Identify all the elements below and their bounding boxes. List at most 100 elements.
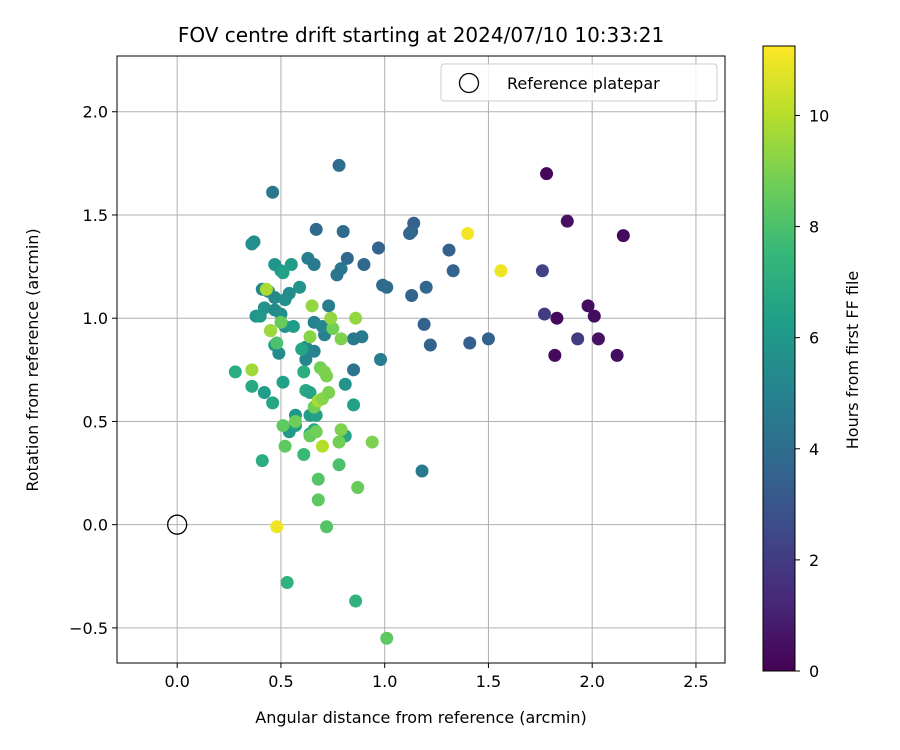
data-point [357, 258, 371, 272]
legend-box [440, 63, 718, 102]
data-point [315, 319, 329, 333]
data-points [228, 158, 630, 645]
data-point [272, 346, 286, 360]
data-point [332, 158, 346, 172]
data-point [245, 237, 259, 251]
data-point [332, 458, 346, 472]
data-point [322, 299, 336, 313]
x-axis-label: Angular distance from reference (arcmin) [255, 708, 586, 727]
data-point [442, 243, 456, 257]
data-point [307, 258, 321, 272]
data-point [274, 315, 288, 329]
data-point [286, 319, 300, 333]
data-point [494, 264, 508, 278]
data-point [332, 435, 346, 449]
data-point [371, 241, 385, 255]
data-point [276, 266, 290, 280]
data-point [423, 338, 437, 352]
data-point [481, 332, 495, 346]
colorbar-tick-label: 2 [809, 551, 819, 570]
legend-entry-reference-platepar: Reference platepar [507, 74, 660, 93]
data-point [264, 324, 278, 338]
colorbar-tick-label: 10 [809, 106, 829, 125]
data-point [268, 291, 282, 305]
data-point [253, 309, 267, 323]
data-point [571, 332, 585, 346]
data-point [415, 464, 429, 478]
plot-frame [116, 55, 726, 664]
data-point [616, 229, 630, 243]
data-point [403, 227, 417, 241]
data-point [326, 322, 340, 336]
data-point [266, 396, 280, 410]
data-point [349, 311, 363, 325]
data-point [284, 258, 298, 272]
data-point [610, 348, 624, 362]
data-point [548, 348, 562, 362]
x-axis-ticks: 0.0 0.5 1.0 1.5 2.0 2.5 [164, 663, 709, 691]
data-point [374, 353, 388, 366]
data-point [591, 332, 605, 346]
reference-marker [167, 514, 188, 535]
legend-open-circle-icon [458, 72, 480, 94]
data-point [405, 288, 419, 302]
data-point [276, 375, 290, 389]
data-point [540, 167, 554, 181]
data-point [255, 454, 269, 468]
data-point [305, 299, 319, 313]
data-point [299, 353, 313, 366]
data-point [257, 386, 271, 400]
colorbar-label: Hours from first FF file [843, 271, 862, 450]
data-point [303, 386, 317, 400]
x-tick-label: 2.5 [683, 672, 708, 691]
x-tick-label: 1.5 [476, 672, 501, 691]
data-point [334, 423, 348, 437]
data-point [324, 311, 338, 325]
data-point [587, 309, 601, 323]
data-point [338, 377, 352, 391]
data-point [266, 185, 280, 199]
data-point [280, 575, 294, 589]
data-point [560, 214, 574, 228]
y-tick-label: −0.5 [69, 619, 108, 638]
data-point [351, 481, 365, 495]
y-axis-ticks: −0.5 0.0 0.5 1.0 1.5 2.0 [69, 103, 117, 638]
data-point [581, 299, 595, 313]
data-point [365, 435, 379, 449]
data-point [349, 594, 363, 608]
data-point [380, 631, 394, 645]
data-point [417, 317, 431, 331]
y-tick-label: 1.0 [83, 309, 108, 328]
data-point [330, 268, 344, 282]
x-tick-label: 0.0 [164, 672, 189, 691]
x-tick-label: 0.5 [268, 672, 293, 691]
chart-title: FOV centre drift starting at 2024/07/10 … [178, 23, 664, 47]
data-point [288, 414, 302, 428]
data-point [311, 493, 325, 507]
data-point [295, 342, 309, 356]
data-point [336, 224, 350, 238]
data-point [293, 280, 307, 294]
data-point [259, 282, 273, 296]
y-tick-label: 2.0 [83, 103, 108, 122]
x-tick-label: 1.0 [372, 672, 397, 691]
data-point [550, 311, 564, 325]
colorbar-tick-label: 0 [809, 662, 819, 681]
data-point [340, 251, 354, 265]
data-point [245, 363, 259, 377]
data-point [270, 336, 284, 350]
data-point [463, 336, 477, 350]
legend: Reference platepar [440, 63, 718, 102]
data-point [347, 363, 361, 377]
data-point [245, 379, 259, 393]
data-point [297, 365, 311, 379]
colorbar-tick-label: 4 [809, 440, 819, 459]
data-point [309, 425, 323, 439]
data-point [318, 365, 332, 379]
data-point [535, 264, 549, 278]
data-point [311, 472, 325, 486]
data-point [309, 222, 323, 236]
colorbar-gradient [763, 46, 795, 671]
data-point [334, 332, 348, 346]
